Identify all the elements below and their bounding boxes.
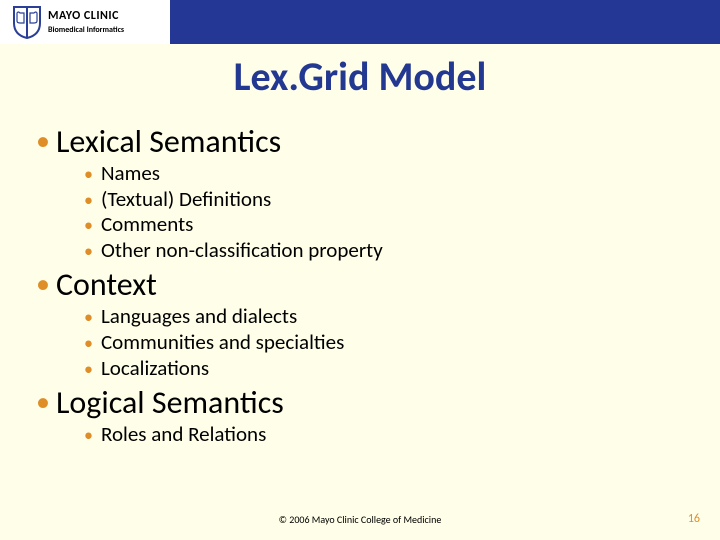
section-heading: • Lexical Semantics: [36, 122, 690, 161]
footer-copyright: © 2006 Mayo Clinic College of Medicine: [0, 513, 720, 526]
mayo-shield-icon: [12, 5, 42, 39]
header-bar: MAYO CLINIC Biomedical Informatics: [0, 0, 720, 44]
logo-sub-text: Biomedical Informatics: [48, 26, 124, 34]
bullet-icon: •: [84, 164, 93, 186]
list-item-text: (Textual) Definitions: [101, 187, 271, 213]
list-item: • Names: [84, 161, 690, 187]
bullet-icon: •: [84, 359, 93, 381]
logo-main-text: MAYO CLINIC: [48, 10, 124, 22]
section-heading-text: Context: [56, 265, 157, 304]
logo-area: MAYO CLINIC Biomedical Informatics: [0, 0, 170, 44]
bullet-icon: •: [36, 388, 50, 416]
bullet-icon: •: [84, 425, 93, 447]
bullet-icon: •: [84, 190, 93, 212]
section-heading-text: Lexical Semantics: [56, 122, 281, 161]
list-item: • Other non-classification property: [84, 238, 690, 264]
list-item-text: Localizations: [101, 356, 209, 382]
section-heading-text: Logical Semantics: [56, 383, 284, 422]
slide-title: Lex.Grid Model: [0, 52, 720, 101]
header-blue-bar: [170, 0, 720, 44]
list-item: • Comments: [84, 212, 690, 238]
bullet-icon: •: [84, 333, 93, 355]
bullet-icon: •: [84, 241, 93, 263]
list-item: • Languages and dialects: [84, 304, 690, 330]
bullet-icon: •: [36, 127, 50, 155]
list-item-text: Comments: [101, 212, 193, 238]
bullet-icon: •: [84, 215, 93, 237]
section-heading: • Logical Semantics: [36, 383, 690, 422]
list-item: • Localizations: [84, 356, 690, 382]
bullet-icon: •: [36, 270, 50, 298]
section-heading: • Context: [36, 265, 690, 304]
bullet-icon: •: [84, 307, 93, 329]
list-item: • Communities and specialties: [84, 330, 690, 356]
list-item-text: Names: [101, 161, 160, 187]
page-number: 16: [688, 512, 700, 526]
list-item: • (Textual) Definitions: [84, 187, 690, 213]
list-item-text: Roles and Relations: [101, 422, 266, 448]
list-item-text: Communities and specialties: [101, 330, 344, 356]
content-area: • Lexical Semantics • Names • (Textual) De…: [36, 120, 690, 448]
list-item: • Roles and Relations: [84, 422, 690, 448]
list-item-text: Languages and dialects: [101, 304, 297, 330]
list-item-text: Other non-classification property: [101, 238, 383, 264]
